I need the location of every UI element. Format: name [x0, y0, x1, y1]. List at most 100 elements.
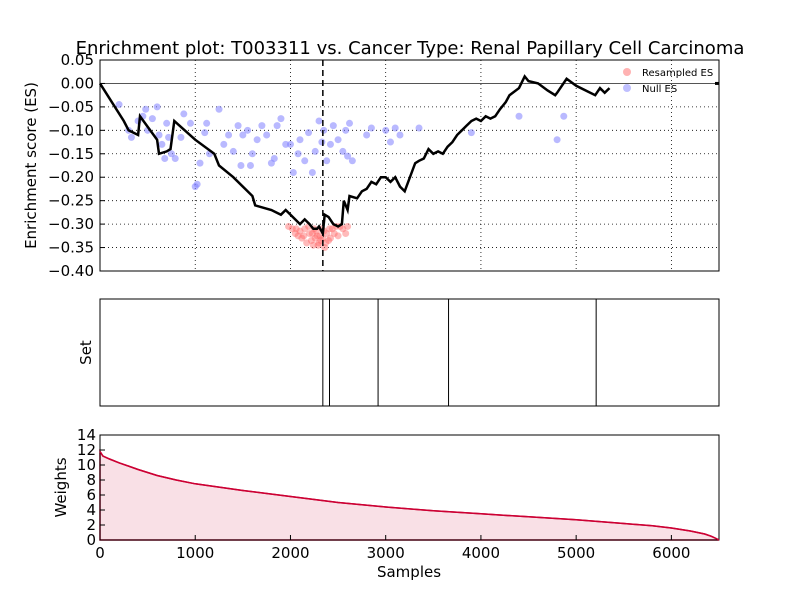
x-tick-label: 4000 — [462, 544, 500, 562]
x-tick-label: 6000 — [652, 544, 690, 562]
null-es-point — [301, 157, 309, 165]
null-es-point — [515, 112, 523, 120]
null-es-point — [225, 131, 233, 139]
y-tick-label: −0.20 — [48, 168, 94, 186]
null-es-point — [148, 115, 156, 123]
resampled-es-point — [296, 227, 304, 235]
weights-x-ticks: 0 1000 2000 3000 4000 5000 6000 — [95, 535, 690, 562]
y-tick-label: 6 — [86, 486, 96, 504]
null-es-point — [560, 112, 568, 120]
null-es-point — [161, 154, 169, 162]
null-es-point — [329, 122, 337, 130]
null-es-point — [248, 150, 256, 158]
null-es-point — [253, 136, 261, 144]
null-es-point — [273, 122, 281, 130]
resampled-es-point — [342, 229, 350, 237]
legend-resampled-label: Resampled ES — [642, 68, 713, 79]
null-es-point — [367, 124, 375, 132]
weights-line — [99, 451, 720, 541]
resampled-es-point — [288, 225, 296, 233]
set-frame — [99, 298, 720, 407]
y-tick-label: −0.35 — [48, 239, 94, 257]
null-es-point — [286, 140, 294, 148]
resampled-es-point — [311, 234, 319, 242]
resampled-es-point — [303, 239, 311, 247]
null-es-point — [289, 169, 297, 177]
null-es-point — [415, 124, 423, 132]
y-tick-label: 12 — [77, 441, 96, 459]
null-es-point — [342, 126, 350, 134]
null-es-point — [177, 133, 185, 141]
null-es-point — [171, 154, 179, 162]
null-es-point — [239, 131, 247, 139]
null-es-point — [339, 147, 347, 155]
set-hits — [322, 299, 597, 406]
resampled-es-point — [306, 229, 314, 237]
null-es-point — [305, 129, 313, 137]
null-es-point — [155, 131, 163, 139]
resampled-es-point — [314, 241, 322, 249]
resampled-es-point — [292, 225, 300, 233]
null-es-point — [158, 140, 166, 148]
weights-frame — [99, 434, 720, 541]
null-es-point — [234, 122, 242, 130]
y-tick-label: −0.05 — [48, 98, 94, 116]
resampled-es-point — [330, 229, 338, 237]
null-es-point — [127, 133, 135, 141]
null-es-point — [553, 136, 561, 144]
null-es-point — [311, 147, 319, 155]
resampled-es-point — [315, 239, 323, 247]
null-es-point — [203, 119, 211, 127]
weights-area — [99, 448, 720, 541]
null-es-point — [163, 119, 171, 127]
legend-null-label: Null ES — [642, 84, 677, 95]
resampled-es-point — [334, 232, 342, 240]
y-tick-label: 0.05 — [61, 51, 94, 69]
null-es-point — [467, 129, 475, 137]
null-es-point — [348, 157, 356, 165]
y-tick-label: 2 — [86, 516, 96, 534]
chart-title: Enrichment plot: T003311 vs. Cancer Type… — [76, 38, 745, 59]
null-es-point — [346, 119, 354, 127]
y-tick-label: 0.00 — [61, 74, 94, 92]
null-es-point — [186, 119, 194, 127]
null-es-point — [193, 180, 201, 188]
null-es-point — [180, 110, 188, 118]
resampled-es-point — [319, 234, 327, 242]
y-tick-label: −0.10 — [48, 121, 94, 139]
null-es-point — [318, 138, 326, 146]
x-tick-label: 3000 — [367, 544, 405, 562]
null-es-point — [334, 136, 342, 144]
null-es-point — [315, 117, 323, 125]
y-tick-label: 14 — [77, 426, 96, 444]
set-ylabel: Set — [77, 340, 95, 365]
x-tick-label: 5000 — [557, 544, 595, 562]
resampled-es-point — [326, 234, 334, 242]
null-es-points — [115, 101, 568, 191]
enrichment-y-ticks: 0.05 0.00 −0.05 −0.10 −0.15 −0.20 −0.25 −0.30 −0… — [48, 51, 105, 280]
null-es-point — [244, 126, 252, 134]
null-es-point — [229, 147, 237, 155]
null-es-point — [196, 159, 204, 167]
null-es-point — [308, 169, 316, 177]
resampled-es-point — [325, 237, 333, 245]
enrichment-ylabel: Enrichment score (ES) — [22, 82, 40, 249]
y-tick-label: −0.40 — [48, 262, 94, 280]
x-tick-label: 1000 — [176, 544, 214, 562]
y-tick-label: −0.25 — [48, 192, 94, 210]
resampled-es-point — [298, 234, 306, 242]
y-tick-label: −0.15 — [48, 145, 94, 163]
resampled-es-point — [291, 229, 299, 237]
y-tick-label: 4 — [86, 501, 96, 519]
resampled-es-point — [309, 241, 317, 249]
resampled-es-point — [326, 225, 334, 233]
null-es-point — [363, 131, 371, 139]
resampled-es-point — [294, 232, 302, 240]
null-es-point — [220, 140, 228, 148]
null-es-point — [258, 122, 266, 130]
legend-null-marker — [623, 84, 631, 92]
resampled-es-point — [307, 237, 315, 245]
enrichment-frame — [99, 59, 720, 272]
y-tick-label: −0.30 — [48, 215, 94, 233]
